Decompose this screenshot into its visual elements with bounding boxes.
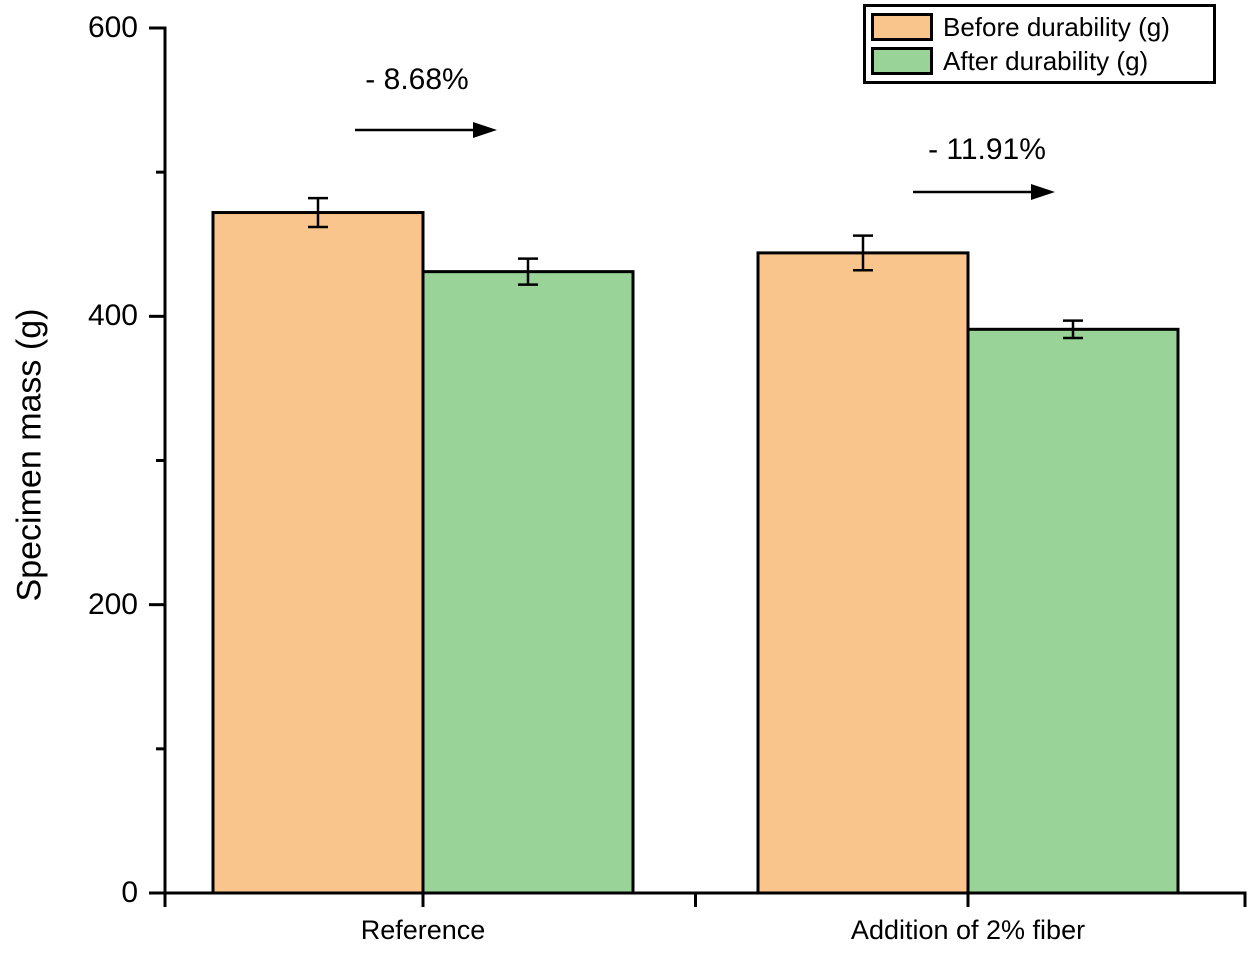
annotation-percent-reference: - 8.68% [365, 63, 469, 96]
legend-swatch-after-icon [871, 47, 933, 75]
legend: Before durability (g) After durability (… [863, 4, 1216, 84]
bar-before-group0 [211, 211, 425, 895]
legend-item-before: Before durability (g) [871, 13, 1213, 41]
annotation-arrowhead-icon-1 [1031, 184, 1055, 200]
annotation-percent-fiber: - 11.91% [928, 133, 1046, 166]
legend-item-after: After durability (g) [871, 47, 1213, 75]
annotation-arrowhead-icon-0 [473, 122, 497, 138]
y-tick-label: 600 [87, 11, 138, 44]
x-category-label-fiber: Addition of 2% fiber [850, 915, 1086, 945]
legend-label-before: Before durability (g) [943, 12, 1170, 42]
y-axis-title: Specimen mass (g) [10, 308, 49, 602]
bar-after-group0 [421, 270, 635, 895]
y-tick-label: 200 [87, 587, 138, 621]
y-tick-label: 400 [87, 299, 138, 333]
bar-after-group1 [966, 327, 1180, 895]
legend-label-after: After durability (g) [943, 46, 1149, 76]
bar-before-group1 [756, 251, 970, 895]
x-category-label-reference: Reference [360, 915, 486, 945]
y-tick-label: 0 [121, 876, 138, 909]
legend-swatch-before-icon [871, 13, 933, 41]
